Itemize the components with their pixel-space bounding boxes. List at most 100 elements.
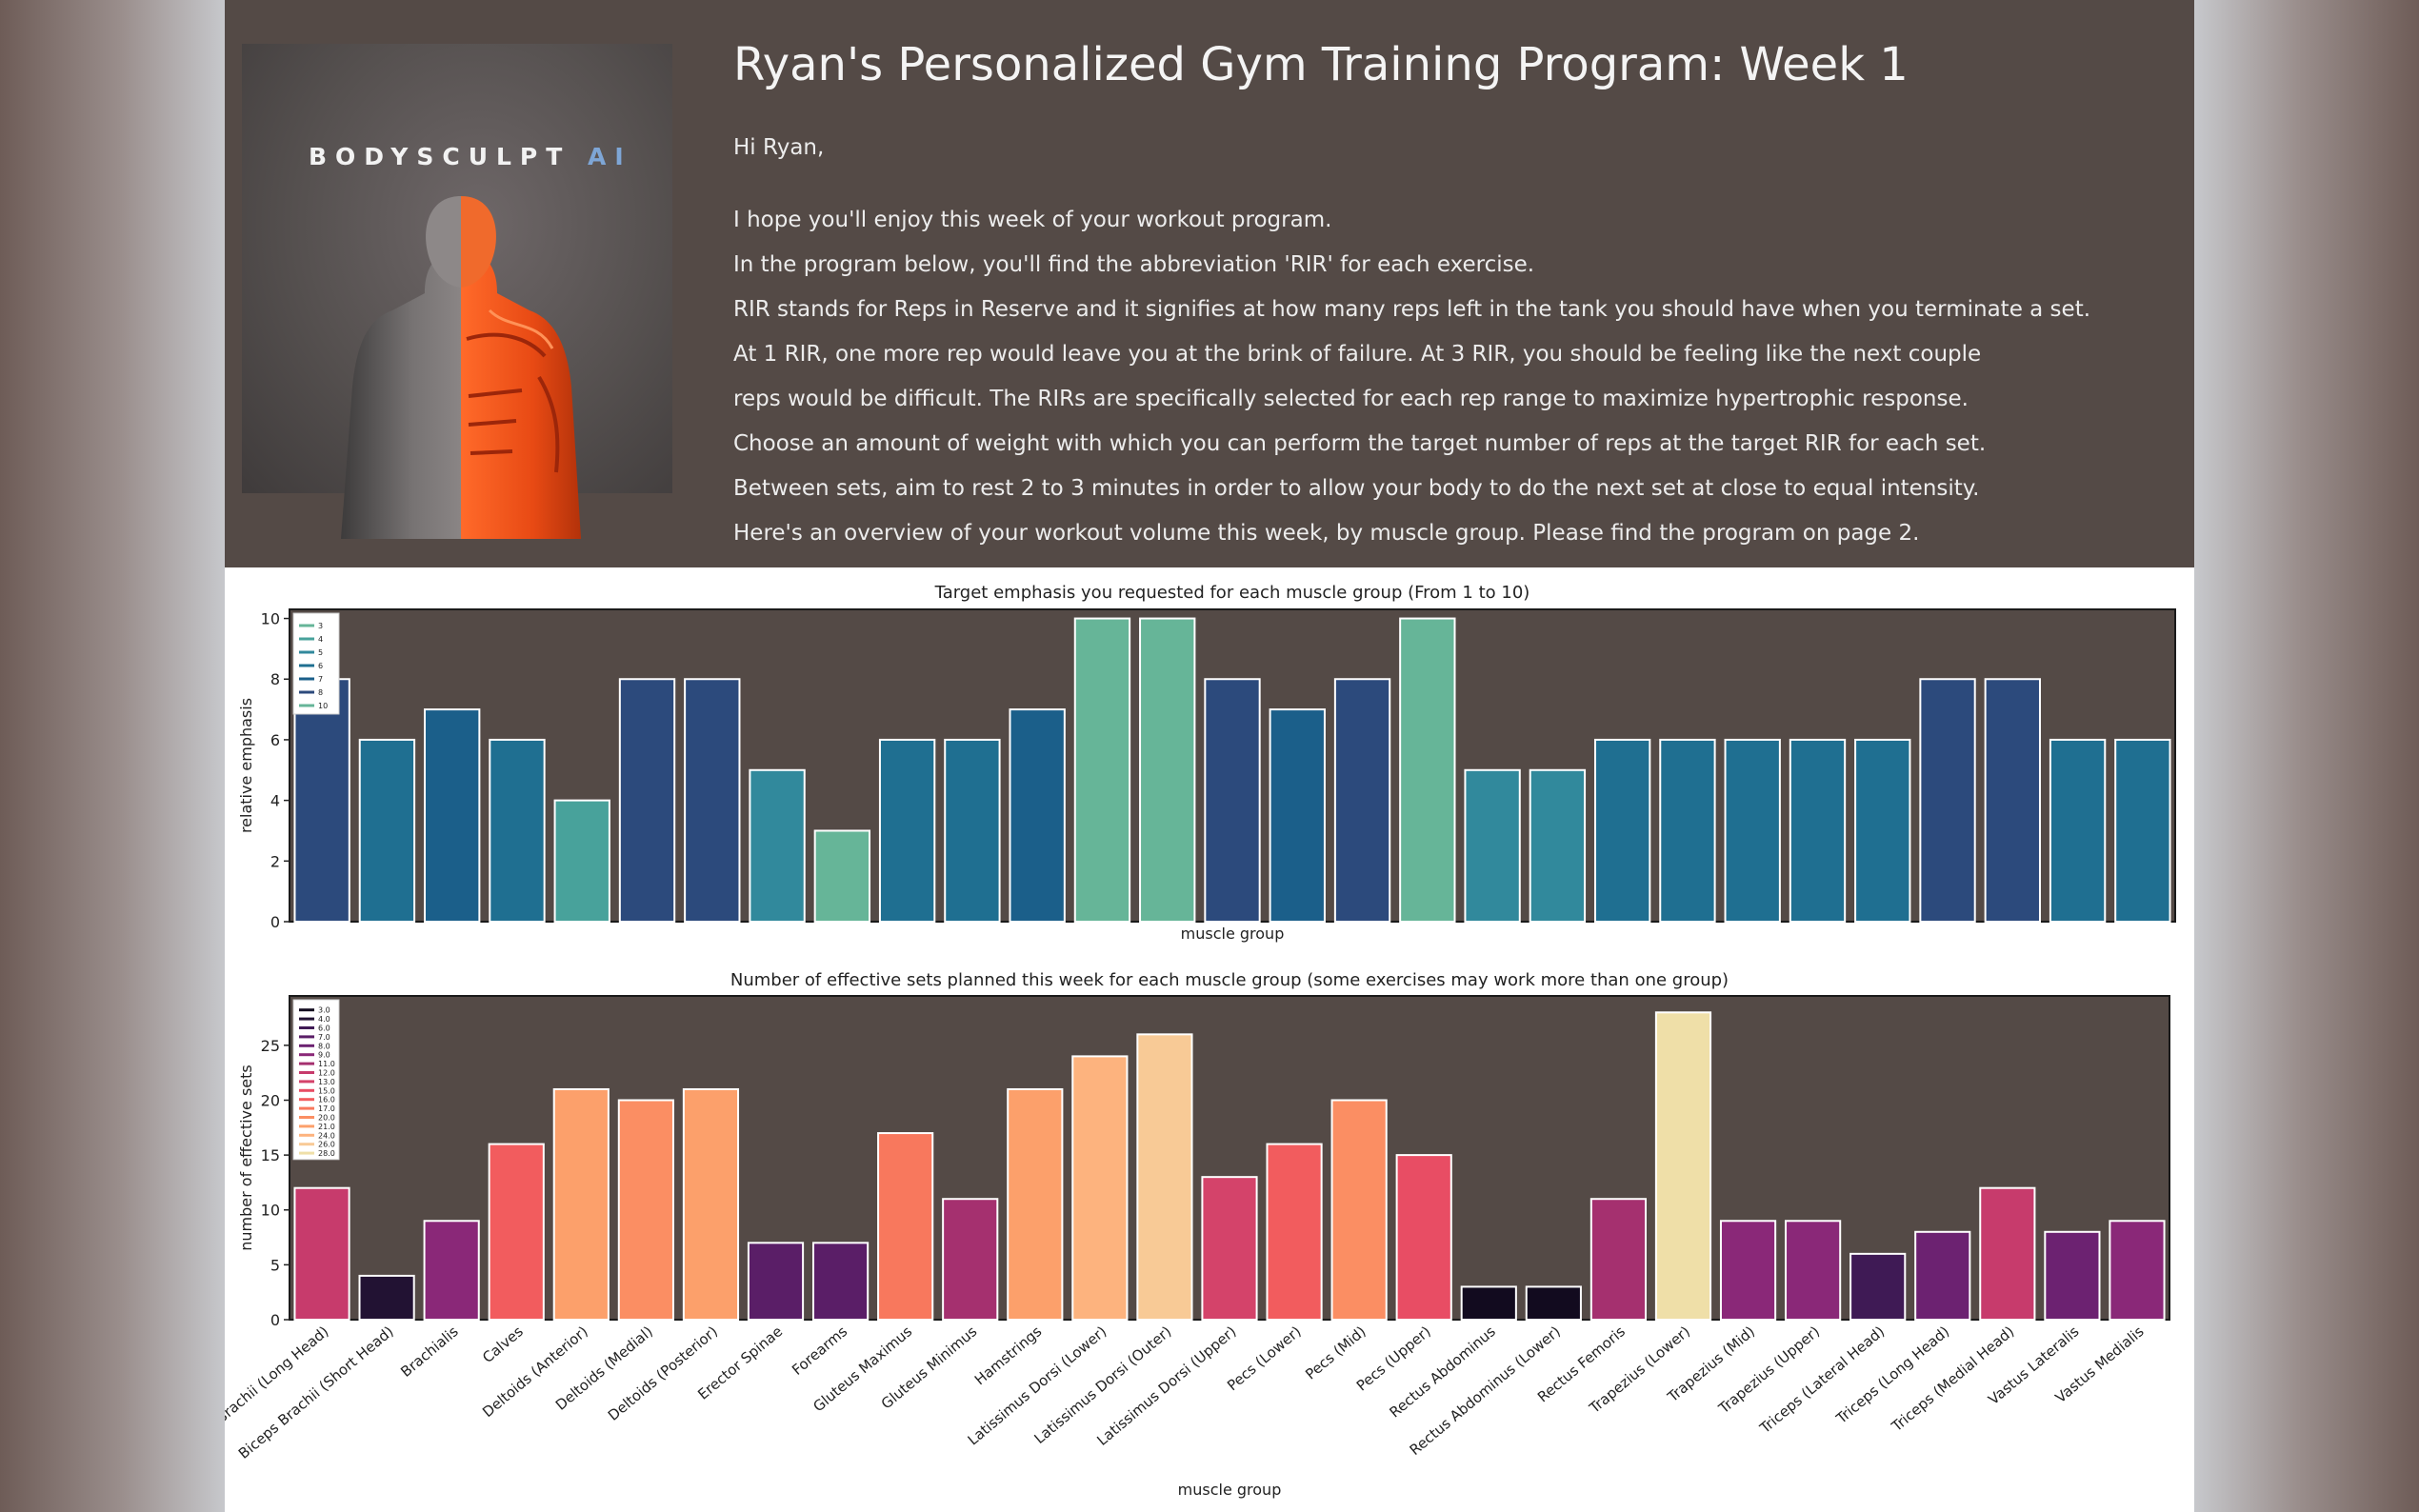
legend-label: 10 xyxy=(318,702,328,710)
x-tick-label: Pecs (Mid) xyxy=(1302,1323,1369,1383)
brand-name: BODYSCULPT AI xyxy=(309,143,632,170)
bar xyxy=(618,678,676,923)
intro-text: I hope you'll enjoy this week of your wo… xyxy=(733,198,2090,556)
y-tick-label: 4 xyxy=(270,792,280,810)
bar xyxy=(424,708,481,923)
y-tick-label: 0 xyxy=(270,1311,280,1329)
bar xyxy=(1330,1099,1388,1321)
legend-label: 6 xyxy=(318,662,323,670)
bar xyxy=(1719,1220,1777,1321)
bar xyxy=(1009,708,1066,923)
legend-label: 8.0 xyxy=(318,1042,330,1050)
bar xyxy=(293,1186,350,1321)
program-page: BODYSCULPT AI Ryan's Personalized G xyxy=(225,0,2194,1512)
bar xyxy=(553,799,610,923)
bar xyxy=(358,738,416,923)
x-axis-label: muscle group xyxy=(1178,1481,1282,1499)
legend-label: 24.0 xyxy=(318,1131,335,1140)
brand-name-main: BODYSCULPT xyxy=(309,143,571,170)
bar xyxy=(1589,1198,1648,1321)
bar xyxy=(1269,708,1326,923)
y-tick-label: 10 xyxy=(261,1202,280,1220)
x-tick-label: Rectus Abdominus xyxy=(1387,1323,1499,1421)
bar xyxy=(942,1198,999,1321)
bar xyxy=(1204,678,1261,923)
bar xyxy=(1593,738,1651,923)
bar xyxy=(1007,1087,1064,1321)
legend-label: 15.0 xyxy=(318,1086,335,1095)
brand-logo: BODYSCULPT AI xyxy=(242,44,672,539)
intro-line: reps would be difficult. The RIRs are sp… xyxy=(733,387,1969,411)
bar xyxy=(1984,678,2041,923)
intro-line: Choose an amount of weight with which yo… xyxy=(733,431,1987,456)
y-tick-label: 10 xyxy=(261,610,280,628)
intro-line: In the program below, you'll find the ab… xyxy=(733,252,1535,277)
x-tick-label: Brachialis xyxy=(397,1323,462,1381)
bar xyxy=(1979,1186,2036,1321)
bar xyxy=(1525,1285,1582,1322)
legend-label: 7.0 xyxy=(318,1033,330,1042)
legend-label: 5 xyxy=(318,648,323,657)
x-tick-label: Forearms xyxy=(789,1323,850,1379)
intro-line: RIR stands for Reps in Reserve and it si… xyxy=(733,297,2091,322)
x-tick-label: Triceps (Long Head) xyxy=(1832,1323,1952,1427)
x-tick-label: Deltoids (Anterior) xyxy=(479,1323,591,1421)
y-tick-label: 6 xyxy=(270,731,280,749)
legend-label: 21.0 xyxy=(318,1123,335,1131)
legend-label: 4 xyxy=(318,635,323,644)
greeting-text: Hi Ryan, xyxy=(733,135,825,160)
bar xyxy=(1854,738,1911,923)
legend-label: 8 xyxy=(318,688,323,697)
bar xyxy=(1460,1285,1517,1322)
legend-label: 13.0 xyxy=(318,1078,335,1086)
bar xyxy=(944,738,1001,923)
chart-legend: 3 4 5 6 7 8 10 xyxy=(292,612,340,715)
bar xyxy=(1914,1230,1971,1321)
legend-label: 17.0 xyxy=(318,1104,335,1113)
bar xyxy=(552,1087,610,1321)
effective-sets-bar-chart: Number of effective sets planned this we… xyxy=(225,970,2170,1499)
bar xyxy=(1071,1055,1129,1321)
y-axis-label: relative emphasis xyxy=(237,698,255,833)
x-tick-label: Calves xyxy=(479,1323,527,1366)
bar xyxy=(878,738,936,923)
bar xyxy=(1399,617,1456,923)
bar xyxy=(489,738,546,923)
chart-title: Number of effective sets planned this we… xyxy=(730,970,1729,990)
y-tick-label: 15 xyxy=(261,1146,280,1164)
bar xyxy=(1201,1176,1258,1321)
bar xyxy=(1136,1033,1193,1321)
bar xyxy=(1724,738,1781,923)
bar xyxy=(2109,1220,2166,1321)
x-axis-label: muscle group xyxy=(1181,925,1285,943)
bar xyxy=(1785,1220,1842,1321)
bar xyxy=(1464,768,1521,923)
bar xyxy=(1529,768,1587,923)
bar xyxy=(1919,678,1976,923)
bar xyxy=(1266,1143,1323,1321)
legend-box xyxy=(292,999,340,1161)
x-tick-label: Triceps (Medial Head) xyxy=(1888,1323,2017,1435)
legend-box xyxy=(292,612,340,715)
y-tick-label: 8 xyxy=(270,670,280,688)
bar xyxy=(749,768,806,923)
legend-label: 20.0 xyxy=(318,1114,335,1123)
intro-line: I hope you'll enjoy this week of your wo… xyxy=(733,208,1332,232)
bar xyxy=(1849,1252,1907,1321)
y-tick-label: 25 xyxy=(261,1037,280,1055)
bar xyxy=(423,1220,480,1321)
chart-legend: 3.04.06.07.08.09.011.012.013.015.016.017… xyxy=(292,999,340,1161)
legend-label: 3 xyxy=(318,622,323,630)
bar xyxy=(293,678,350,923)
bar xyxy=(811,1242,870,1321)
bar xyxy=(682,1087,740,1321)
bar xyxy=(1073,617,1131,923)
bar xyxy=(1333,678,1391,923)
y-axis-label: number of effective sets xyxy=(237,1064,255,1250)
bar xyxy=(1659,738,1716,923)
legend-label: 9.0 xyxy=(318,1051,330,1060)
legend-label: 3.0 xyxy=(318,1006,330,1015)
brand-name-suffix: AI xyxy=(588,143,632,170)
bar xyxy=(617,1099,674,1321)
bar xyxy=(1654,1011,1712,1321)
